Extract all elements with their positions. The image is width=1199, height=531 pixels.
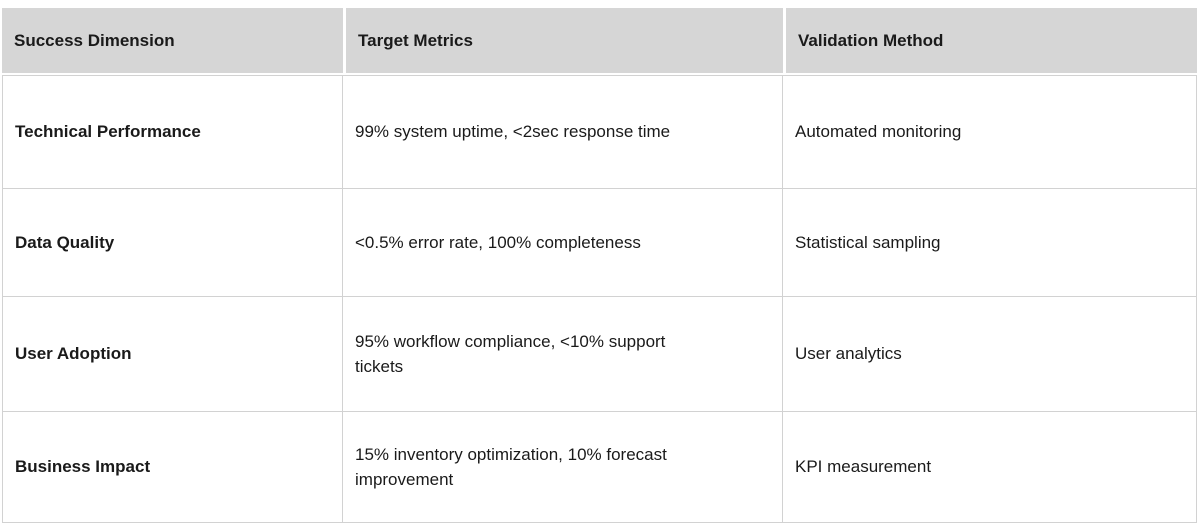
table-cell-validation: KPI measurement (783, 412, 1197, 523)
table-cell-dimension: Data Quality (2, 189, 343, 297)
validation-value: Automated monitoring (795, 122, 962, 142)
validation-value: Statistical sampling (795, 232, 941, 252)
column-header-success-dimension: Success Dimension (2, 8, 343, 75)
dimension-label: Data Quality (15, 232, 115, 252)
validation-value: KPI measurement (795, 457, 932, 477)
success-metrics-table: Success Dimension Target Metrics Validat… (2, 8, 1197, 523)
metrics-value: <0.5% error rate, 100% completeness (355, 232, 641, 252)
table-cell-dimension: Technical Performance (2, 75, 343, 189)
table-cell-metrics: 15% inventory optimization, 10% forecast… (343, 412, 783, 523)
column-header-label: Validation Method (798, 30, 944, 50)
validation-value: User analytics (795, 344, 902, 364)
column-header-label: Target Metrics (358, 30, 473, 50)
table-cell-metrics: 95% workflow compliance, <10% support ti… (343, 297, 783, 412)
table-cell-metrics: <0.5% error rate, 100% completeness (343, 189, 783, 297)
table-cell-validation: Statistical sampling (783, 189, 1197, 297)
dimension-label: Business Impact (15, 457, 151, 477)
dimension-label: Technical Performance (15, 122, 201, 142)
metrics-value: 99% system uptime, <2sec response time (355, 122, 671, 142)
column-header-target-metrics: Target Metrics (343, 8, 783, 75)
column-header-label: Success Dimension (14, 30, 175, 50)
dimension-label: User Adoption (15, 344, 132, 364)
table-cell-dimension: User Adoption (2, 297, 343, 412)
table-cell-validation: Automated monitoring (783, 75, 1197, 189)
metrics-value: 15% inventory optimization, 10% forecast… (355, 444, 667, 490)
column-header-validation-method: Validation Method (783, 8, 1197, 75)
table-cell-dimension: Business Impact (2, 412, 343, 523)
table-cell-metrics: 99% system uptime, <2sec response time (343, 75, 783, 189)
metrics-value: 95% workflow compliance, <10% support ti… (355, 331, 666, 377)
table-cell-validation: User analytics (783, 297, 1197, 412)
